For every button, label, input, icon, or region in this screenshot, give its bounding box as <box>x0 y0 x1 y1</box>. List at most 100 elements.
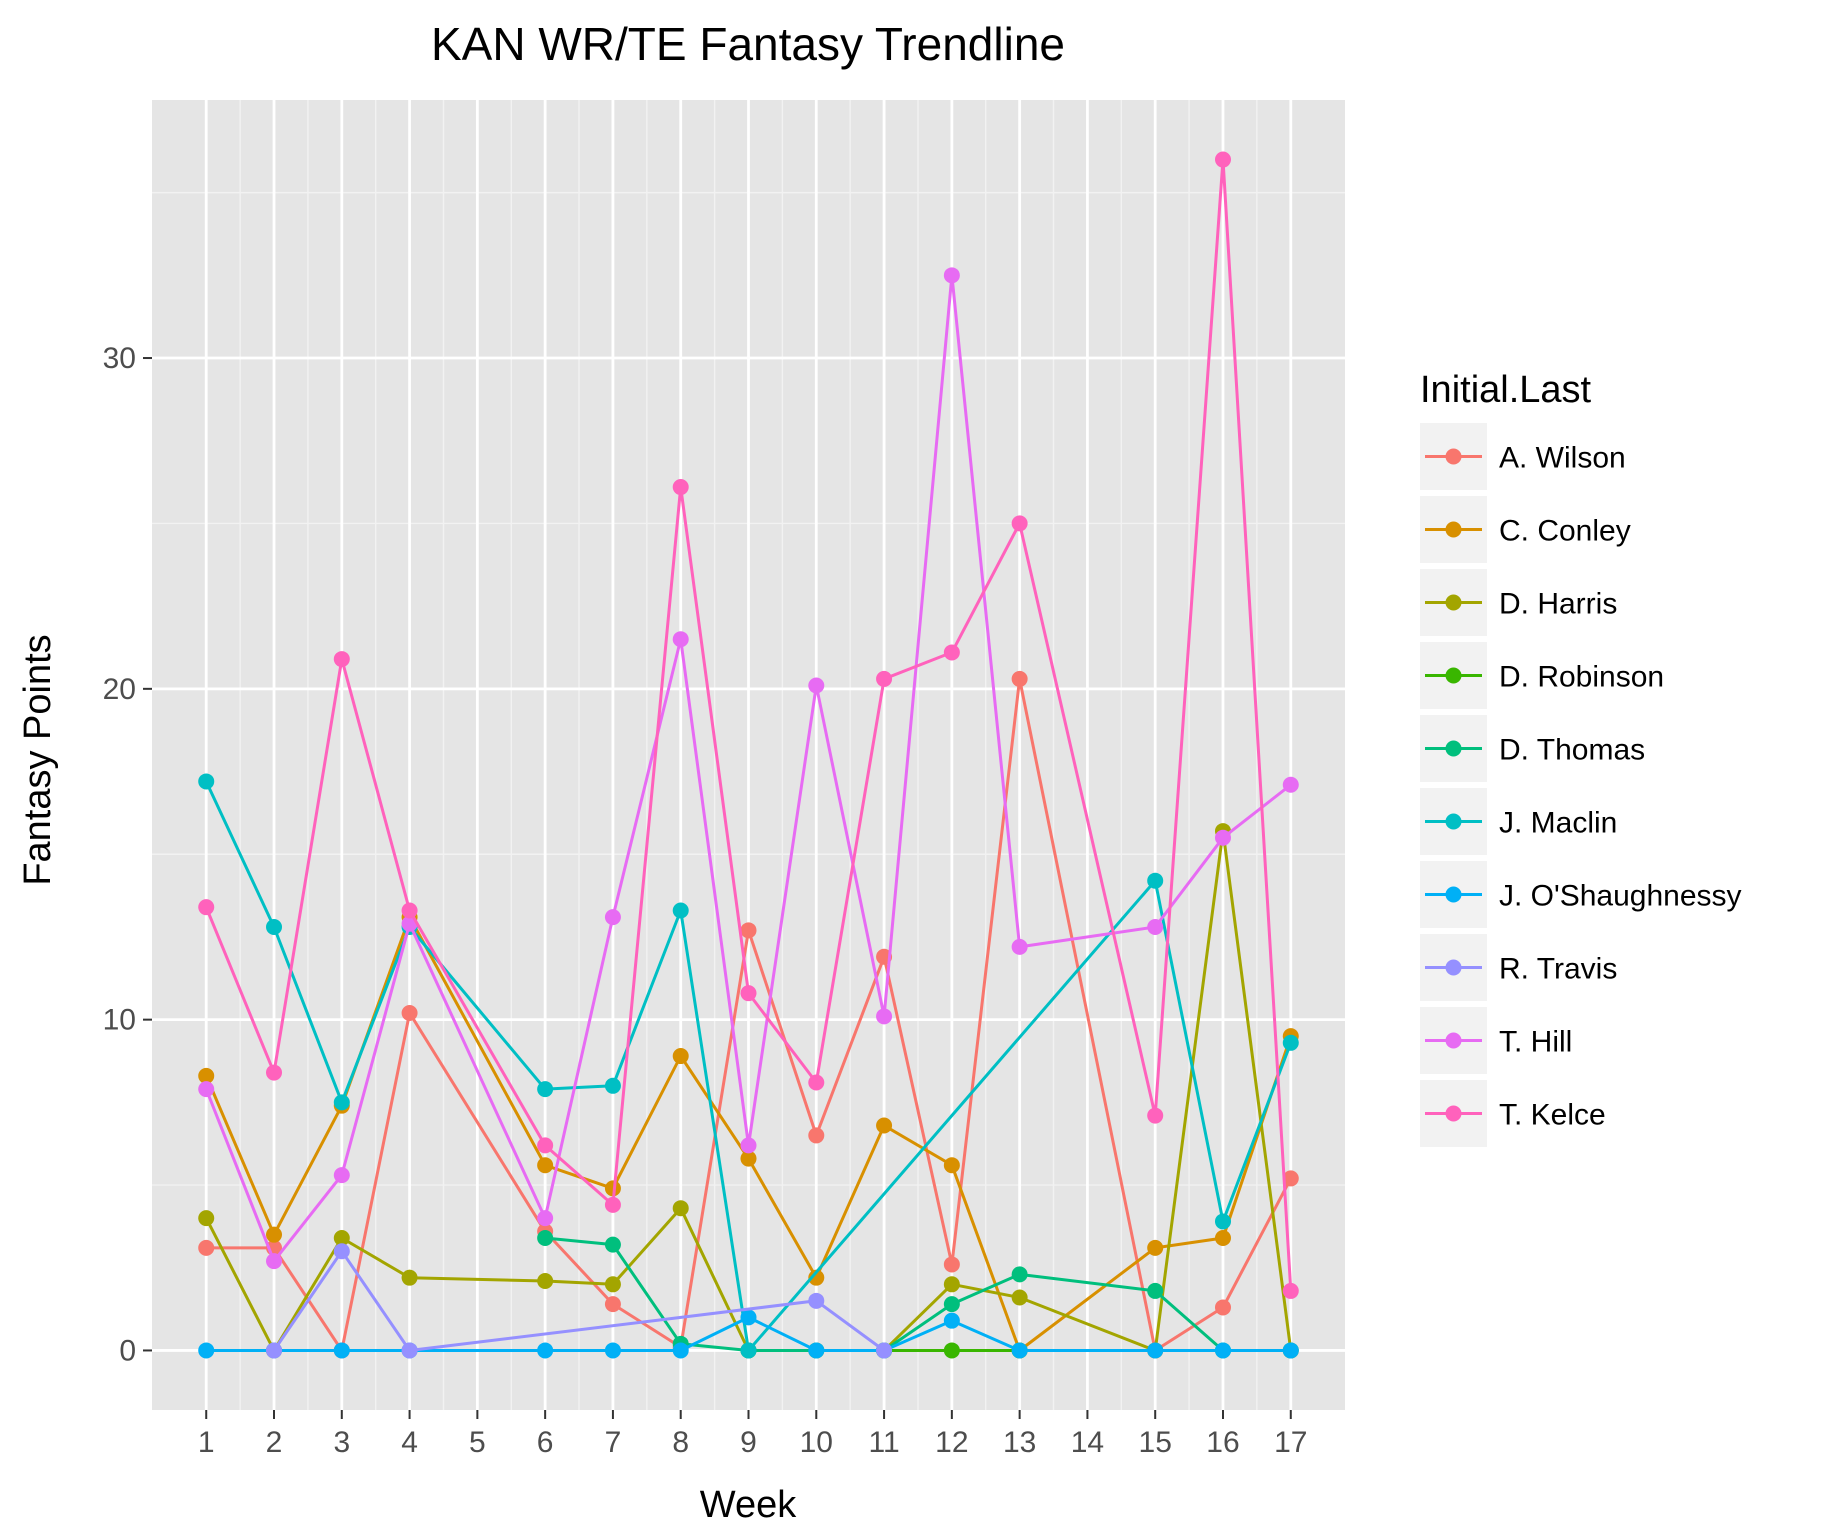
data-point-j-o-shaughnessy <box>943 1312 960 1329</box>
x-tick-label: 3 <box>333 1426 350 1459</box>
data-point-d-harris <box>1011 1289 1028 1306</box>
legend-item-r-travis: R. Travis <box>1420 934 1617 1001</box>
data-point-t-kelce <box>1282 1282 1299 1299</box>
legend-item-d-thomas: D. Thomas <box>1420 715 1645 782</box>
x-tick-label: 15 <box>1139 1426 1172 1459</box>
data-point-a-wilson <box>604 1296 621 1313</box>
series-t-kelce <box>198 151 1299 1299</box>
data-point-d-thomas <box>604 1236 621 1253</box>
data-point-t-kelce <box>266 1064 283 1081</box>
legend-key-point <box>1445 886 1462 903</box>
data-point-t-kelce <box>943 644 960 661</box>
x-tick-label: 6 <box>537 1426 554 1459</box>
x-tick-label: 9 <box>740 1426 757 1459</box>
x-tick-label: 11 <box>868 1426 899 1459</box>
legend-key-point <box>1445 959 1462 976</box>
legend-label: C. Conley <box>1499 515 1631 548</box>
data-point-d-harris <box>604 1276 621 1293</box>
data-point-d-thomas <box>943 1296 960 1313</box>
x-axis-title: Week <box>700 1484 797 1526</box>
data-point-c-conley <box>672 1048 689 1065</box>
data-point-c-conley <box>876 1117 893 1134</box>
data-point-a-wilson <box>1214 1299 1231 1316</box>
x-tick-label: 8 <box>672 1426 689 1459</box>
legend-key-point <box>1445 667 1462 684</box>
legend: Initial.Last A. Wilson C. Conley D. Harris… <box>1420 369 1742 1147</box>
data-point-a-wilson <box>943 1256 960 1273</box>
data-point-t-hill <box>604 909 621 926</box>
y-axis-title: Fantasy Points <box>17 634 59 885</box>
data-point-j-maclin <box>1282 1034 1299 1051</box>
legend-item-d-harris: D. Harris <box>1420 569 1617 636</box>
x-tick-label: 16 <box>1206 1426 1239 1459</box>
data-point-t-kelce <box>1147 1107 1164 1124</box>
data-point-t-hill <box>1282 776 1299 793</box>
data-point-t-hill <box>198 1081 215 1098</box>
series-layer <box>198 151 1299 1359</box>
legend-label: A. Wilson <box>1499 442 1626 475</box>
chart-title: KAN WR/TE Fantasy Trendline <box>431 18 1065 70</box>
data-point-d-harris <box>672 1200 689 1217</box>
data-point-t-kelce <box>808 1074 825 1091</box>
legend-label: D. Robinson <box>1499 661 1664 694</box>
y-tick-label: 10 <box>103 1004 136 1037</box>
data-point-j-maclin <box>604 1077 621 1094</box>
data-point-d-thomas <box>537 1229 554 1246</box>
legend-label: D. Harris <box>1499 588 1617 621</box>
legend-key-point <box>1445 1032 1462 1049</box>
data-point-j-o-shaughnessy <box>604 1342 621 1359</box>
data-point-t-hill <box>876 1008 893 1025</box>
data-point-t-hill <box>1011 938 1028 955</box>
data-point-d-robinson <box>943 1342 960 1359</box>
legend-label: R. Travis <box>1499 953 1617 986</box>
data-point-j-maclin <box>740 1342 757 1359</box>
data-point-a-wilson <box>740 922 757 939</box>
data-point-a-wilson <box>1011 670 1028 687</box>
data-point-r-travis <box>401 1342 418 1359</box>
data-point-d-thomas <box>1011 1266 1028 1283</box>
x-tick-label: 4 <box>401 1426 418 1459</box>
data-point-j-o-shaughnessy <box>1147 1342 1164 1359</box>
data-point-a-wilson <box>808 1127 825 1144</box>
data-point-j-o-shaughnessy <box>1214 1342 1231 1359</box>
data-point-t-hill <box>333 1167 350 1184</box>
series-t-hill <box>198 267 1299 1270</box>
x-tick-label: 12 <box>935 1426 968 1459</box>
data-point-j-maclin <box>1147 872 1164 889</box>
data-point-j-o-shaughnessy <box>198 1342 215 1359</box>
legend-key-point <box>1445 813 1462 830</box>
data-point-t-hill <box>1214 829 1231 846</box>
data-point-j-o-shaughnessy <box>333 1342 350 1359</box>
legend-key-point <box>1445 594 1462 611</box>
data-point-j-o-shaughnessy <box>537 1342 554 1359</box>
x-tick-label: 2 <box>266 1426 283 1459</box>
data-point-t-hill <box>672 631 689 648</box>
data-point-c-conley <box>198 1067 215 1084</box>
data-point-t-hill <box>808 677 825 694</box>
legend-item-t-kelce: T. Kelce <box>1420 1080 1606 1147</box>
series-r-travis <box>266 1243 893 1359</box>
data-point-j-maclin <box>1214 1213 1231 1230</box>
data-point-t-kelce <box>198 899 215 916</box>
legend-key-point <box>1445 521 1462 538</box>
data-point-t-hill <box>266 1253 283 1270</box>
data-point-j-o-shaughnessy <box>740 1309 757 1326</box>
data-point-r-travis <box>333 1243 350 1260</box>
legend-label: J. O'Shaughnessy <box>1499 880 1742 913</box>
legend-item-a-wilson: A. Wilson <box>1420 423 1626 490</box>
data-point-d-harris <box>198 1210 215 1227</box>
data-point-j-maclin <box>266 919 283 936</box>
data-point-c-conley <box>1147 1239 1164 1256</box>
data-point-c-conley <box>266 1226 283 1243</box>
data-point-j-o-shaughnessy <box>1011 1342 1028 1359</box>
x-tick-label: 7 <box>605 1426 622 1459</box>
data-point-d-harris <box>333 1229 350 1246</box>
y-tick-label: 30 <box>103 342 136 375</box>
data-point-t-kelce <box>333 651 350 668</box>
data-point-c-conley <box>943 1157 960 1174</box>
data-point-a-wilson <box>1282 1170 1299 1187</box>
legend-item-j-maclin: J. Maclin <box>1420 788 1617 855</box>
data-point-c-conley <box>1214 1229 1231 1246</box>
legend-item-j-o-shaughnessy: J. O'Shaughnessy <box>1420 861 1742 928</box>
